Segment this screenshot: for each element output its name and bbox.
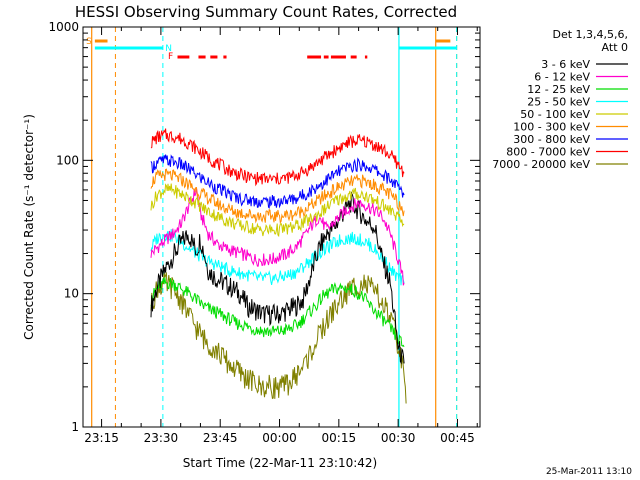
- status-markers: S NF: [86, 27, 458, 427]
- plot-frame: [82, 26, 481, 428]
- series-line: [150, 277, 405, 347]
- night-flag-label: N: [165, 44, 172, 54]
- x-tick-label: 23:30: [144, 431, 179, 445]
- y-tick-label: 1: [71, 420, 79, 434]
- legend-label: 100 - 300 keV: [513, 121, 590, 134]
- series-line: [150, 271, 407, 404]
- saa-flag-label: S: [86, 37, 92, 47]
- x-tick-label: 00:45: [440, 431, 475, 445]
- y-axis-ticks: 1 10 100 1000: [48, 20, 480, 434]
- series-line: [150, 183, 405, 238]
- legend-header-line2: Att 0: [602, 41, 628, 54]
- series-line: [150, 188, 405, 286]
- series-line: [150, 191, 405, 365]
- series-layer: [150, 128, 407, 404]
- legend-label: 12 - 25 keV: [527, 83, 590, 96]
- x-tick-label: 00:00: [262, 431, 297, 445]
- legend-label: 50 - 100 keV: [520, 108, 590, 121]
- x-axis-ticks: 23:15 23:30 23:45 00:00 00:15 00:30 00:45: [84, 27, 478, 445]
- x-tick-label: 23:45: [203, 431, 238, 445]
- x-tick-label: 00:30: [381, 431, 416, 445]
- legend-header-line1: Det 1,3,4,5,6,: [552, 28, 628, 41]
- y-tick-label: 1000: [48, 20, 79, 34]
- legend-label: 800 - 7000 keV: [506, 146, 590, 159]
- y-axis-label: Corrected Count Rate (s⁻¹ detector⁻¹): [22, 114, 36, 340]
- x-axis-label: Start Time (22-Mar-11 23:10:42): [183, 456, 377, 470]
- y-tick-label: 10: [64, 287, 79, 301]
- flare-flag-label: F: [168, 52, 173, 62]
- series-line: [150, 168, 405, 224]
- series-line: [150, 229, 405, 286]
- legend-label: 3 - 6 keV: [541, 58, 590, 71]
- legend-label: 7000 - 20000 keV: [492, 158, 590, 171]
- plot-timestamp: 25-Mar-2011 13:10: [546, 467, 632, 477]
- y-tick-label: 100: [56, 153, 79, 167]
- x-tick-label: 23:15: [84, 431, 119, 445]
- legend-label: 6 - 12 keV: [534, 71, 590, 84]
- series-line: [150, 154, 405, 209]
- legend-label: 300 - 800 keV: [513, 133, 590, 146]
- series-line: [150, 128, 405, 187]
- chart-title: HESSI Observing Summary Count Rates, Cor…: [75, 3, 457, 21]
- x-tick-label: 00:15: [322, 431, 357, 445]
- legend-label: 25 - 50 keV: [527, 96, 590, 109]
